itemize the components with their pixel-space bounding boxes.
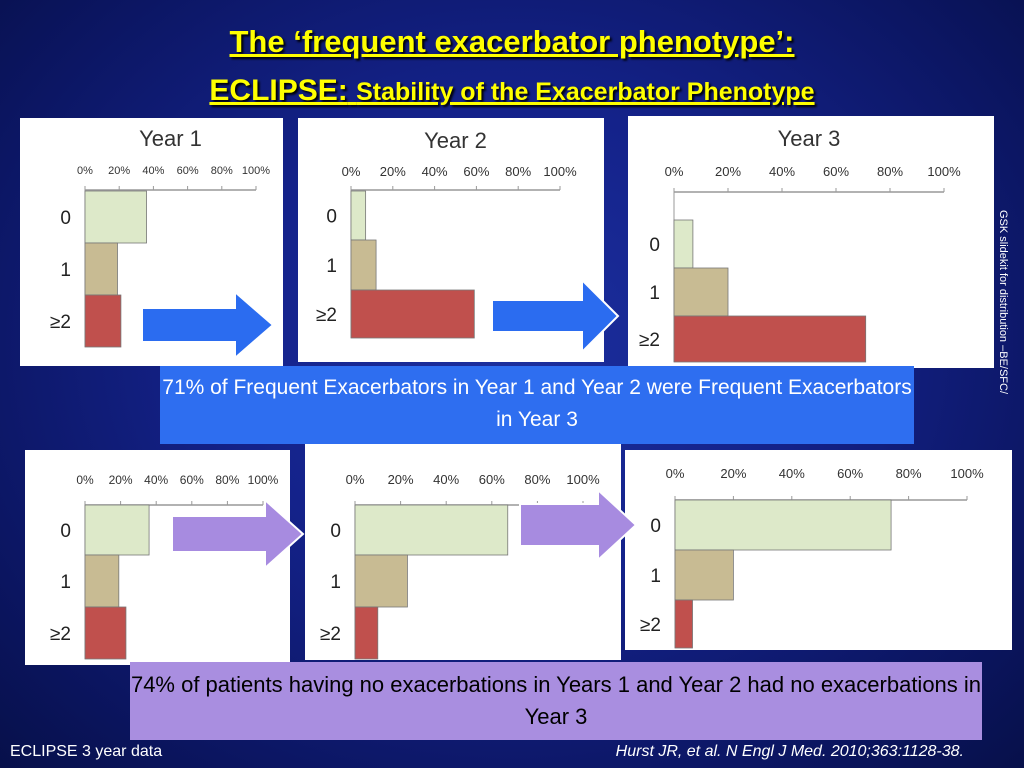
bar-0 [673,219,694,269]
x-tick-label: 20% [380,164,406,179]
category-label: 0 [650,516,661,537]
chart-year1-bottom: 0% 20% 40% 60% 80% 100% 0 1 ≥2 [25,450,290,665]
title-prefix: ECLIPSE: [209,74,348,107]
bar-0 [84,190,147,244]
bar-1 [84,554,120,608]
x-tick-label: 0% [665,164,684,179]
bar-0 [350,190,367,241]
x-tick-label: 0% [346,472,365,487]
arrow-right-icon [491,278,620,354]
bar-2 [84,606,127,660]
category-label: 0 [649,235,660,256]
category-label: 1 [650,566,661,587]
x-tick-label: 20% [720,466,746,481]
chart-svg: Year 3 0% 20% 40% 60% 80% 100% 0 1 ≥2 [639,126,961,363]
chart-svg: Year 1 0% 20% 40% 60% 80% 100% 0 1 ≥2 [50,126,270,348]
chart-svg: Year 2 0% 20% 40% 60% 80% 100% 0 1 ≥2 [316,128,577,339]
category-label: ≥2 [640,615,661,636]
arrow-right-icon [519,488,638,562]
x-tick-label: 40% [769,164,795,179]
slide-title-line1: The ‘frequent exacerbator phenotype’: [229,24,795,59]
x-tick-label: 80% [877,164,903,179]
chart-svg: 0% 20% 40% 60% 80% 100% 0 1 ≥2 [50,473,279,660]
x-tick-label: 0% [342,164,361,179]
x-tick-label: 40% [142,165,164,177]
chart-svg: 0% 20% 40% 60% 80% 100% 0 1 ≥2 [640,466,984,649]
bar-2 [673,315,867,363]
category-label: ≥2 [639,330,660,351]
x-tick-label: 20% [388,472,414,487]
bar-0 [674,499,892,551]
chart-title: Year 3 [778,126,841,151]
bar-2 [84,294,122,348]
x-tick-label: 100% [927,164,961,179]
category-label: 0 [326,207,337,228]
chart-year2-bottom: 0% 20% 40% 60% 80% 100% 0 1 ≥2 [305,444,621,660]
category-label: ≥2 [320,624,341,645]
x-tick-label: 40% [144,473,168,487]
x-tick-label: 20% [108,165,130,177]
x-tick-label: 80% [524,472,550,487]
arrow-right-icon [141,290,275,360]
category-label: ≥2 [50,312,71,333]
category-label: 1 [60,572,71,593]
x-tick-label: 100% [566,472,600,487]
bar-0 [354,504,509,556]
x-tick-label: 20% [109,473,133,487]
category-label: 1 [330,572,341,593]
x-tick-label: 60% [479,472,505,487]
chart-year3-top: Year 3 0% 20% 40% 60% 80% 100% 0 1 ≥2 [628,116,994,368]
x-tick-label: 20% [715,164,741,179]
bar-1 [673,267,729,317]
bar-1 [354,554,408,608]
x-tick-label: 80% [211,165,233,177]
x-tick-label: 60% [180,473,204,487]
bar-2 [674,599,693,649]
x-tick-label: 60% [463,164,489,179]
title-suffix: Stability of the Exacerbator Phenotype [356,78,815,106]
x-tick-label: 80% [505,164,531,179]
callout-frequent-exacerbators: 71% of Frequent Exacerbators in Year 1 a… [160,366,914,444]
bar-0 [84,504,150,556]
slide-title-line2: ECLIPSE: Stability of the Exacerbator Ph… [0,74,1024,108]
category-label: 1 [649,283,660,304]
arrow-right-icon [171,498,305,570]
bar-1 [84,242,118,296]
category-label: 1 [326,256,337,277]
x-tick-label: 80% [896,466,922,481]
footer-reference: Hurst JR, et al. N Engl J Med. 2010;363:… [615,743,964,760]
x-tick-label: 0% [666,466,685,481]
bar-2 [350,289,475,339]
x-tick-label: 0% [76,473,94,487]
x-tick-label: 40% [779,466,805,481]
x-tick-label: 100% [242,165,270,177]
category-label: 1 [60,260,71,281]
x-tick-label: 40% [433,472,459,487]
x-tick-label: 40% [422,164,448,179]
x-tick-label: 60% [823,164,849,179]
footer-source: ECLIPSE 3 year data [10,743,163,760]
x-tick-label: 80% [215,473,239,487]
category-label: ≥2 [50,624,71,645]
chart-year3-bottom: 0% 20% 40% 60% 80% 100% 0 1 ≥2 [625,450,1012,650]
category-label: 0 [60,521,71,542]
bar-1 [674,549,734,601]
category-label: 0 [330,521,341,542]
category-label: ≥2 [316,305,337,326]
category-label: 0 [60,208,71,229]
side-note: GSK slidekit for distribution –BE/SFC/ [997,210,1009,395]
callout-no-exacerbations: 74% of patients having no exacerbations … [130,662,982,740]
chart-title: Year 1 [139,126,202,151]
x-tick-label: 60% [177,165,199,177]
chart-title: Year 2 [424,128,487,153]
bar-2 [354,606,379,660]
x-tick-label: 60% [837,466,863,481]
chart-svg: 0% 20% 40% 60% 80% 100% 0 1 ≥2 [320,472,600,660]
x-tick-label: 100% [950,466,984,481]
x-tick-label: 100% [248,473,279,487]
x-tick-label: 100% [543,164,577,179]
x-tick-label: 0% [77,165,93,177]
bar-1 [350,239,377,291]
